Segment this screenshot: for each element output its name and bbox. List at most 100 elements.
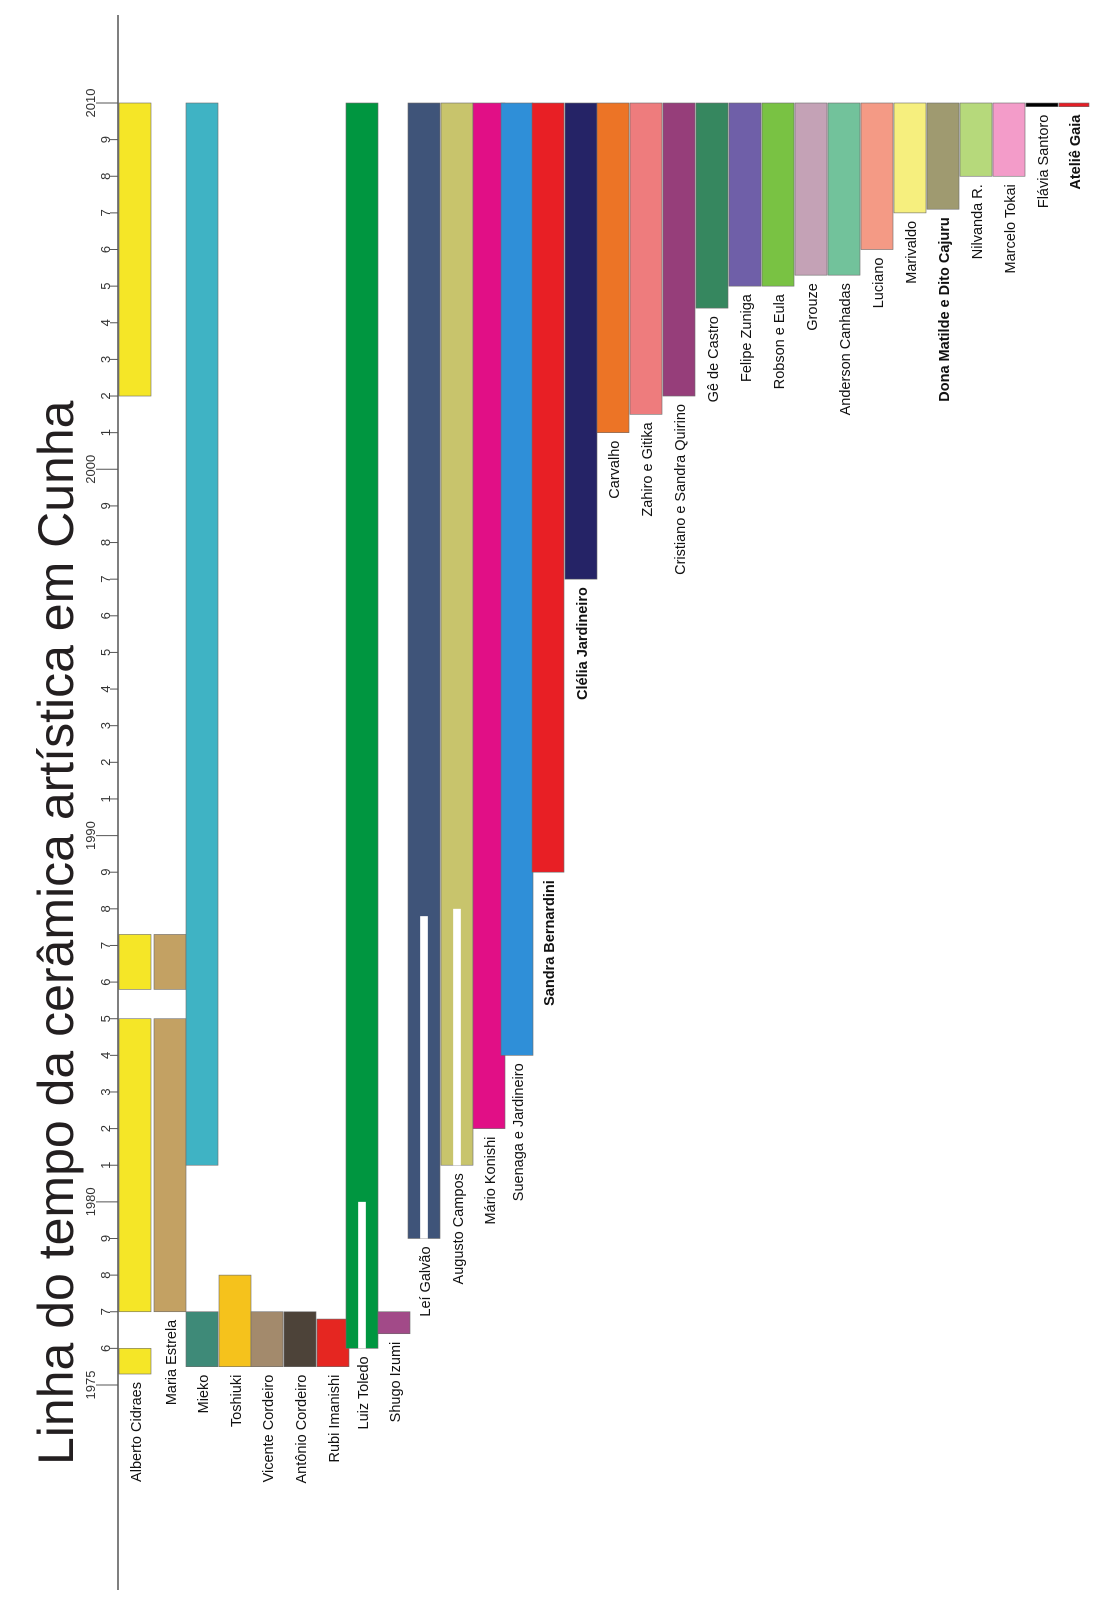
bar-segment: [827, 102, 861, 276]
artist-label: Cristiano e Sandra Quirino: [673, 404, 689, 575]
axis-tick-label: 2: [98, 759, 113, 766]
bar-segment: [959, 102, 993, 177]
bar-segment: [662, 102, 696, 397]
bar-segment: [695, 102, 729, 309]
bar-segment: [629, 102, 663, 415]
artist-label: Anderson Canhadas: [838, 283, 854, 415]
artist-label: Augusto Campos: [451, 1173, 467, 1284]
bar-gap-stripe: [358, 1201, 366, 1349]
axis-tick-label: 3: [98, 356, 113, 363]
axis-tick-label: 9: [98, 869, 113, 876]
bar-segment: [345, 102, 379, 1349]
axis-tick-label: 6: [98, 246, 113, 253]
artist-label: Marcelo Tokai: [1003, 184, 1019, 273]
artist-label: Mário Konishi: [483, 1137, 499, 1225]
axis-tick-label: 8: [98, 539, 113, 546]
artist-label: Shugo Izumi: [388, 1342, 404, 1423]
artist-label: Mieko: [196, 1375, 212, 1414]
artist-label: Maria Estrela: [164, 1319, 180, 1405]
bar-segment: [153, 934, 187, 990]
axis-tick-label: 8: [98, 1271, 113, 1278]
artist-label: Marivaldo: [904, 221, 920, 284]
axis-tick-label: 9: [98, 1235, 113, 1242]
axis-tick-label: 5: [98, 649, 113, 656]
bar-segment: [316, 1318, 350, 1367]
axis-tick-label: 2: [98, 1125, 113, 1132]
axis-tick-label: 1: [98, 429, 113, 436]
artist-label: Leí Galvão: [418, 1246, 434, 1316]
axis-tick-label: 5: [98, 1015, 113, 1022]
artist-label: Suenaga e Jardineiro: [511, 1063, 527, 1201]
bar-segment: [1058, 102, 1090, 107]
bar-segment: [531, 102, 565, 873]
bar-segment: [218, 1274, 252, 1367]
axis-tick-label: 2000: [83, 455, 98, 484]
bar-segment: [118, 102, 152, 397]
axis-tick-label: 7: [98, 209, 113, 216]
bar-segment: [185, 102, 219, 1166]
artist-label: Felipe Zuniga: [739, 293, 755, 382]
axis-tick-label: 1980: [83, 1187, 98, 1216]
artist-label: Grouze: [805, 283, 821, 331]
bar-segment: [500, 102, 534, 1056]
axis-tick-label: 8: [98, 173, 113, 180]
axis-tick-label: 1975: [83, 1371, 98, 1400]
axis-tick-label: 1: [98, 795, 113, 802]
axis-tick-label: 5: [98, 283, 113, 290]
artist-label: Robson e Eula: [772, 293, 788, 389]
bar-segment: [377, 1311, 411, 1335]
axis-tick-label: 4: [98, 685, 113, 692]
artist-label: Sandra Bernardini: [542, 880, 558, 1006]
artist-label: Antônio Cordeiro: [294, 1375, 310, 1484]
axis-tick-label: 6: [98, 978, 113, 985]
artist-label: Luiz Toledo: [356, 1356, 372, 1429]
artist-label: Dona Matilde e Dito Cajuru: [937, 217, 953, 401]
axis-tick-label: 7: [98, 1308, 113, 1315]
axis-tick-label: 9: [98, 502, 113, 509]
bar-segment: [794, 102, 828, 276]
axis-tick-label: 7: [98, 576, 113, 583]
bar-segment: [893, 102, 927, 214]
bar-segment: [153, 1018, 187, 1313]
bar-segment: [596, 102, 630, 433]
axis-tick-label: 7: [98, 942, 113, 949]
artist-label: Carvalho: [607, 441, 623, 499]
artist-label: Flávia Santoro: [1036, 115, 1052, 209]
time-axis: 1975 6 7 8 9 1980 1 2 3 4 5 6 7 8 9 1990 1 2 3 4 5 6 7 8 9 2000 1 2…: [83, 15, 119, 1590]
axis-tick-label: 3: [98, 722, 113, 729]
bar-segment: [118, 934, 152, 990]
bar-segment: [761, 102, 795, 287]
artist-label: Vicente Cordeiro: [261, 1375, 277, 1483]
artist-label: Nilvanda R.: [970, 184, 986, 259]
bar-segment: [860, 102, 894, 250]
artist-labels-layer: Alberto Cidraes Maria Estrela Mieko Toshiuk…: [129, 114, 1084, 1484]
bar-segment: [118, 1018, 152, 1313]
bar-segment: [1025, 102, 1059, 107]
axis-tick-label: 2010: [83, 89, 98, 118]
artist-label: Ateliê Gaia: [1068, 114, 1084, 190]
bar-gap-stripe: [453, 908, 461, 1166]
bar-segment: [472, 102, 506, 1129]
artist-label: Luciano: [871, 258, 887, 309]
bar-segment: [118, 1348, 152, 1375]
bar-segment: [926, 102, 960, 210]
artist-label: Zahiro e Gitika: [640, 421, 656, 516]
axis-tick-label: 1990: [83, 821, 98, 850]
chart-title-layer: Linha do tempo da cerâmica artística em …: [28, 400, 84, 1465]
bar-segment: [992, 102, 1026, 177]
bars-layer: [118, 102, 1090, 1375]
bar-segment: [283, 1311, 317, 1367]
bar-segment-prefix: [185, 1311, 219, 1367]
artist-label: Alberto Cidraes: [129, 1382, 145, 1482]
axis-tick-label: 6: [98, 1345, 113, 1352]
artist-label: Gê de Castro: [706, 316, 722, 402]
axis-tick-label: 4: [98, 319, 113, 326]
artist-label: Rubi Imanishi: [327, 1375, 343, 1463]
axis-tick-label: 8: [98, 905, 113, 912]
axis-tick-label: 6: [98, 612, 113, 619]
axis-tick-label: 2: [98, 392, 113, 399]
artist-label: Clélia Jardineiro: [575, 587, 591, 700]
axis-tick-label: 4: [98, 1052, 113, 1059]
bar-segment: [564, 102, 598, 580]
